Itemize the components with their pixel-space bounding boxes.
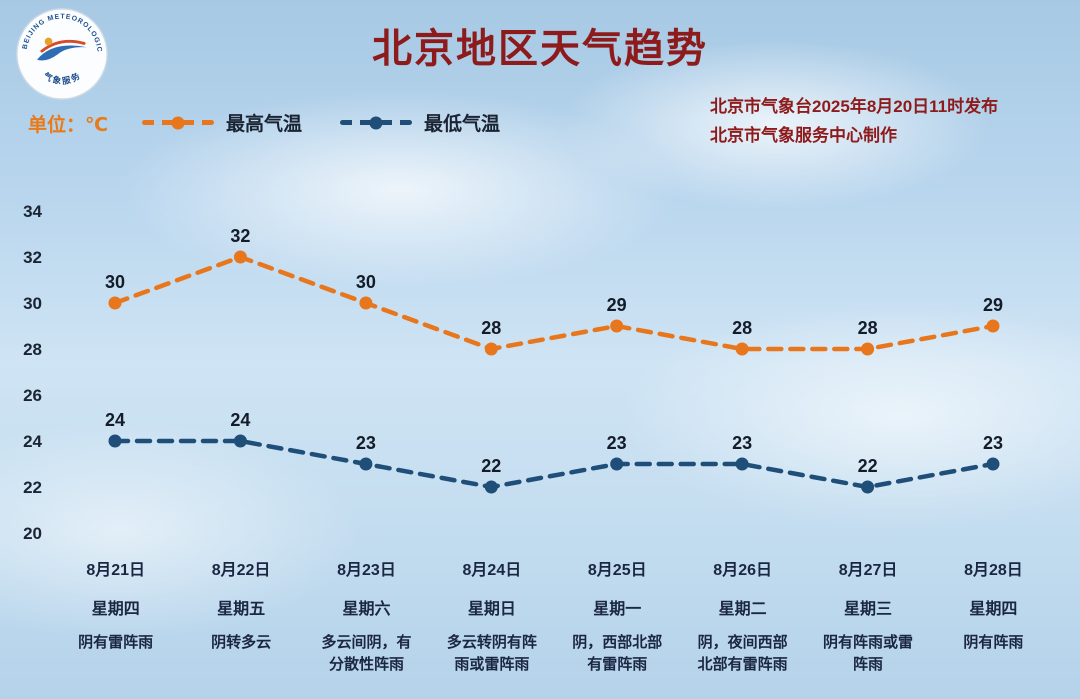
weekday-label: 星期三 bbox=[844, 601, 893, 618]
cloud-decoration bbox=[620, 300, 1080, 530]
logo-graphic: BEIJING METEOROLOGICAL SERVICE 气象服务 bbox=[11, 1, 108, 100]
logo-swoosh-shape bbox=[40, 39, 86, 53]
data-point-label: 28 bbox=[732, 318, 752, 338]
data-point bbox=[735, 342, 749, 356]
data-point-label: 23 bbox=[607, 433, 627, 453]
x-axis-column: 8月24日星期日多云转阴有阵雨或雷阵雨 bbox=[429, 556, 554, 676]
data-point-label: 23 bbox=[356, 433, 376, 453]
weather-label: 阴，夜间西部北部有雷阵雨 bbox=[697, 634, 788, 673]
data-point-label: 23 bbox=[732, 433, 752, 453]
logo-wave-shape bbox=[37, 45, 87, 61]
date-label: 8月24日 bbox=[462, 562, 522, 579]
data-point bbox=[233, 250, 247, 264]
weekday-label: 星期日 bbox=[467, 601, 516, 618]
weather-label: 阴转多云 bbox=[211, 634, 272, 651]
y-tick-label: 22 bbox=[23, 478, 42, 497]
x-axis-column: 8月26日星期二阴，夜间西部北部有雷阵雨 bbox=[680, 556, 805, 676]
y-tick-label: 26 bbox=[23, 386, 42, 405]
publisher-line-1: 北京市气象台2025年8月20日11时发布 bbox=[710, 97, 999, 116]
data-point bbox=[359, 296, 373, 310]
date-label: 8月28日 bbox=[964, 562, 1023, 579]
weather-label: 阴有阵雨 bbox=[963, 634, 1024, 651]
y-tick-label: 30 bbox=[23, 294, 42, 313]
weather-label: 多云间阴，有分散性阵雨 bbox=[321, 634, 412, 673]
unit-label: 单位：℃ bbox=[28, 115, 109, 136]
data-point bbox=[359, 457, 373, 471]
date-label: 8月27日 bbox=[838, 562, 898, 579]
data-point-label: 22 bbox=[858, 456, 878, 476]
legend-label-min-temp: 最低气温 bbox=[424, 114, 501, 135]
data-point bbox=[610, 319, 624, 333]
x-axis-column: 8月23日星期六多云间阴，有分散性阵雨 bbox=[304, 556, 429, 676]
date-label: 8月22日 bbox=[211, 562, 271, 579]
data-point bbox=[986, 457, 1000, 471]
data-point-label: 28 bbox=[481, 318, 501, 338]
data-point-label: 30 bbox=[105, 272, 125, 292]
max-temp-line-swatch bbox=[142, 120, 214, 125]
data-point bbox=[610, 457, 624, 471]
data-point bbox=[233, 434, 247, 448]
data-point bbox=[735, 457, 749, 471]
data-point-label: 32 bbox=[230, 226, 250, 246]
page-title: 北京地区天气趋势 bbox=[372, 27, 708, 71]
weather-label: 多云转阴有阵雨或雷阵雨 bbox=[446, 634, 537, 673]
x-axis-column: 8月25日星期一阴，西部北部有雷阵雨 bbox=[555, 556, 680, 676]
weekday-label: 星期一 bbox=[593, 601, 642, 618]
date-label: 8月23日 bbox=[337, 562, 396, 579]
data-point-label: 24 bbox=[230, 410, 250, 430]
weekday-label: 星期四 bbox=[91, 601, 140, 618]
data-point-label: 29 bbox=[607, 295, 627, 315]
data-point-label: 24 bbox=[105, 410, 125, 430]
publisher-line-2: 北京市气象服务中心制作 bbox=[710, 126, 897, 145]
weekday-label: 星期六 bbox=[342, 601, 391, 618]
beijing-meteorological-service-logo: BEIJING METEOROLOGICAL SERVICE 气象服务 bbox=[11, 1, 110, 102]
x-axis-column: 8月27日星期三阴有阵雨或雷阵雨 bbox=[805, 556, 930, 676]
weekday-label: 星期二 bbox=[718, 601, 767, 618]
data-point bbox=[108, 296, 122, 310]
legend: 最高气温 最低气温 bbox=[142, 109, 500, 136]
y-tick-label: 34 bbox=[23, 202, 42, 221]
temp-line-max bbox=[112, 254, 996, 352]
x-axis-column: 8月21日星期四阴有雷阵雨 bbox=[53, 556, 178, 676]
y-tick-label: 32 bbox=[23, 248, 42, 267]
publisher-info: 北京市气象台2025年8月20日11时发布 北京市气象服务中心制作 bbox=[710, 92, 998, 150]
x-axis-column: 8月22日星期五阴转多云 bbox=[178, 556, 303, 676]
data-point bbox=[484, 480, 498, 494]
temp-line-min bbox=[112, 438, 996, 490]
y-tick-label: 28 bbox=[23, 340, 42, 359]
weather-label: 阴有雷阵雨 bbox=[78, 634, 154, 651]
data-point bbox=[986, 319, 1000, 333]
data-point-label: 22 bbox=[481, 456, 501, 476]
logo-sun-shape bbox=[44, 37, 53, 46]
weather-label: 阴有阵雨或雷阵雨 bbox=[823, 634, 914, 673]
weather-label: 阴，西部北部有雷阵雨 bbox=[572, 634, 663, 673]
data-point-label: 29 bbox=[983, 295, 1003, 315]
date-label: 8月21日 bbox=[86, 562, 146, 579]
data-point bbox=[861, 480, 875, 494]
weekday-label: 星期四 bbox=[969, 601, 1018, 618]
data-point bbox=[484, 342, 498, 356]
data-point-label: 23 bbox=[983, 433, 1003, 453]
date-label: 8月25日 bbox=[587, 562, 647, 579]
y-tick-label: 20 bbox=[23, 524, 42, 543]
data-point bbox=[861, 342, 875, 356]
min-temp-line-swatch bbox=[340, 120, 413, 125]
legend-item-max-temp: 最高气温 bbox=[142, 109, 302, 136]
x-axis-labels: 8月21日 星期四 阴有雷阵雨 8月22日 星期五 阴转多云 8月23日 星期六 多云间阴，有分… bbox=[53, 556, 1057, 676]
weekday-label: 星期五 bbox=[217, 601, 266, 618]
y-tick-label: 24 bbox=[23, 432, 42, 451]
data-point-label: 30 bbox=[356, 272, 376, 292]
data-point bbox=[108, 434, 122, 448]
x-axis-column: 8月28日星期四阴有阵雨 bbox=[931, 556, 1056, 676]
date-label: 8月26日 bbox=[713, 562, 772, 579]
legend-label-max-temp: 最高气温 bbox=[226, 114, 303, 135]
legend-item-min-temp: 最低气温 bbox=[340, 109, 500, 136]
data-point-label: 28 bbox=[858, 318, 878, 338]
